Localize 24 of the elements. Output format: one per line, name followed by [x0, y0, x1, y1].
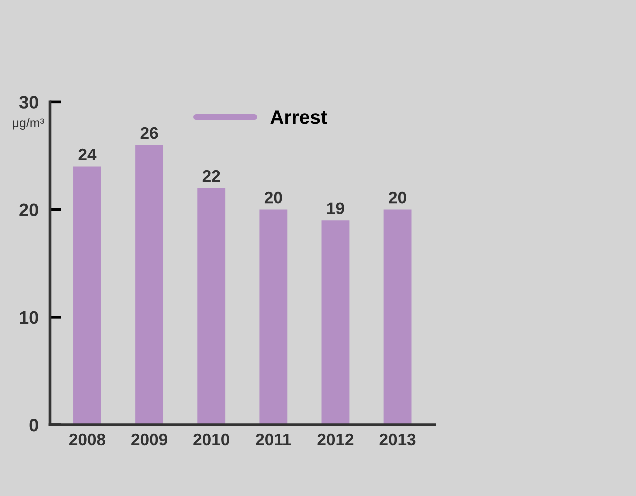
x-tick-label: 2011 — [256, 434, 292, 446]
data-label: 22 — [202, 170, 220, 182]
x-tick-label: 2009 — [132, 434, 168, 446]
bar — [260, 210, 288, 426]
bar — [198, 188, 226, 426]
bar — [74, 166, 102, 426]
x-tick-label: 2012 — [318, 434, 354, 446]
x-tick-label: 2008 — [70, 434, 106, 446]
y-axis-title: μg/m³ — [13, 118, 44, 130]
y-tick-label: 10 — [20, 311, 38, 324]
data-label: 19 — [328, 202, 344, 214]
y-tick-label: 20 — [20, 204, 38, 217]
data-label: 26 — [140, 127, 158, 140]
bar — [322, 220, 350, 426]
data-label: 20 — [389, 192, 406, 204]
x-tick-label: 2010 — [194, 434, 230, 446]
bar — [384, 210, 412, 426]
data-label: 20 — [264, 192, 282, 204]
legend-label: Arrest — [270, 110, 328, 124]
y-tick-label: 30 — [19, 96, 38, 109]
bar — [136, 145, 164, 426]
y-tick-label: 0 — [30, 419, 38, 432]
x-tick-label: 2013 — [380, 434, 416, 446]
data-label: 24 — [78, 148, 97, 161]
